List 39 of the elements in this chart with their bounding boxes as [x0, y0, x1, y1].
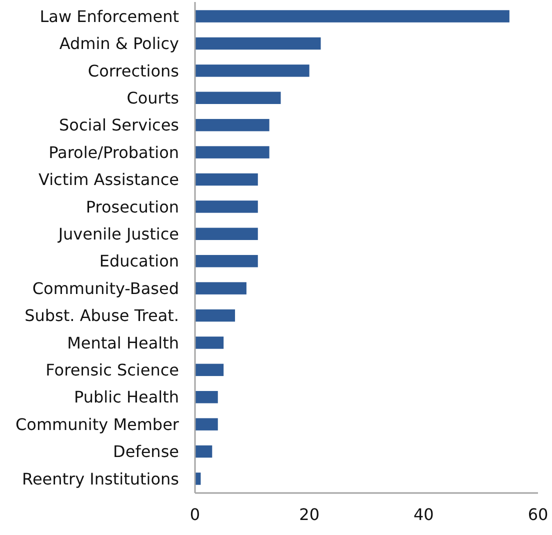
- y-tick-label: Community-Based: [32, 278, 179, 298]
- y-tick-label: Reentry Institutions: [22, 469, 179, 488]
- bar: [195, 418, 218, 430]
- y-tick-label: Corrections: [88, 61, 179, 80]
- bar: [195, 92, 281, 104]
- bar: [195, 200, 258, 213]
- y-tick-label: Community Member: [16, 414, 180, 434]
- y-tick-label: Juvenile Justice: [57, 224, 179, 244]
- bar: [195, 228, 258, 240]
- x-tick-label: 0: [190, 505, 200, 524]
- x-tick-label: 60: [528, 505, 548, 524]
- bar: [195, 390, 218, 404]
- bar: [195, 364, 224, 376]
- x-tick-label: 20: [299, 505, 320, 524]
- bar: [195, 146, 270, 158]
- bar: [195, 336, 224, 349]
- bar: [195, 10, 510, 22]
- bar: [195, 173, 258, 186]
- x-tick-label: 40: [413, 505, 434, 524]
- y-tick-label: Forensic Science: [46, 360, 179, 380]
- y-tick-label: Victim Assistance: [38, 170, 179, 190]
- y-tick-label: Prosecution: [86, 197, 179, 216]
- y-tick-label: Defense: [113, 442, 179, 462]
- bar: [195, 64, 310, 77]
- y-tick-label: Subst. Abuse Treat.: [24, 306, 179, 326]
- bar: [195, 282, 246, 294]
- y-tick-label: Law Enforcement: [40, 6, 179, 26]
- bar: [195, 445, 212, 458]
- bar: [195, 309, 236, 322]
- y-tick-label: Public Health: [74, 388, 179, 407]
- y-tick-label: Parole/Probation: [48, 142, 179, 162]
- y-tick-label: Admin & Policy: [59, 34, 179, 54]
- y-tick-label: Courts: [126, 88, 179, 108]
- bar: [195, 37, 321, 50]
- bar: [195, 254, 258, 268]
- y-tick-label: Social Services: [59, 116, 179, 135]
- bar: [195, 118, 270, 132]
- y-tick-label: Mental Health: [67, 333, 179, 352]
- y-tick-label: Education: [99, 252, 179, 271]
